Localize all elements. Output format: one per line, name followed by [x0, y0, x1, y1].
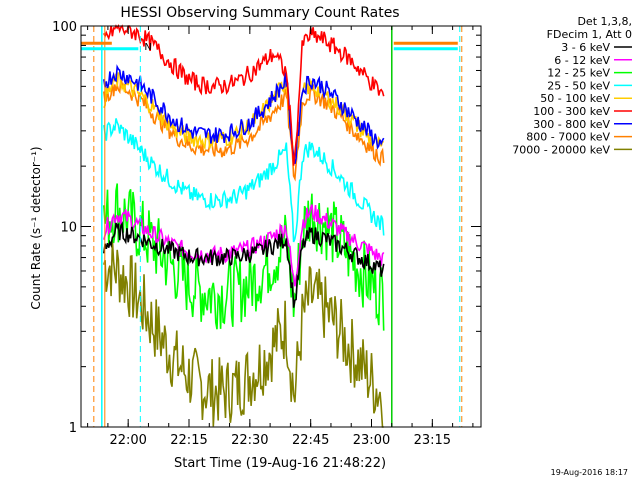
axis-layer: 22:00 22:15 22:30 22:45 23:00 23:15 1 10 100 — [52, 20, 481, 448]
series-line-25---50-keV — [103, 118, 385, 243]
x-axis-label: Start Time (19-Aug-16 21:48:22) — [174, 456, 386, 471]
series-line-6---12-keV — [103, 204, 385, 287]
legend-label: 300 - 800 keV — [533, 118, 610, 131]
footer-timestamp: 19-Aug-2016 18:17 — [551, 468, 628, 477]
legend-header-line-1: Det 1,3,8, — [577, 15, 632, 28]
y-tick-label: 10 — [60, 221, 77, 236]
x-tick-label: 22:30 — [231, 433, 268, 448]
y-axis-label: Count Rate (s⁻¹ detector⁻¹) — [29, 146, 43, 309]
series-layer — [103, 23, 385, 428]
y-tick-label: 100 — [52, 20, 77, 35]
series-line-7000---20000-keV — [103, 240, 384, 428]
legend-header-line-2: FDecim 1, Att 0 — [547, 28, 632, 41]
legend-label: 3 - 6 keV — [561, 41, 610, 54]
x-tick-label: 22:15 — [170, 433, 207, 448]
legend-label: 25 - 50 keV — [547, 79, 610, 92]
series-line-100---300-keV — [103, 23, 385, 166]
x-tick-label: 22:45 — [292, 433, 329, 448]
legend-label: 7000 - 20000 keV — [512, 143, 610, 156]
legend-label: 12 - 25 keV — [547, 67, 610, 80]
x-tick-label: 23:15 — [414, 433, 451, 448]
legend-label: 6 - 12 keV — [554, 54, 610, 67]
x-tick-label: 22:00 — [109, 433, 146, 448]
legend-label: 100 - 300 keV — [533, 105, 610, 118]
y-tick-label: 1 — [69, 421, 77, 436]
legend-label: 800 - 7000 keV — [526, 131, 610, 144]
N-marker-label: N — [144, 42, 151, 53]
x-tick-label: 23:00 — [353, 433, 390, 448]
marker-layer: N — [81, 26, 463, 427]
chart-title: HESSI Observing Summary Count Rates — [120, 5, 399, 21]
series-line-3---6-keV — [103, 220, 385, 308]
series-line-300---800-keV — [103, 64, 385, 164]
legend-label: 50 - 100 keV — [540, 92, 610, 105]
